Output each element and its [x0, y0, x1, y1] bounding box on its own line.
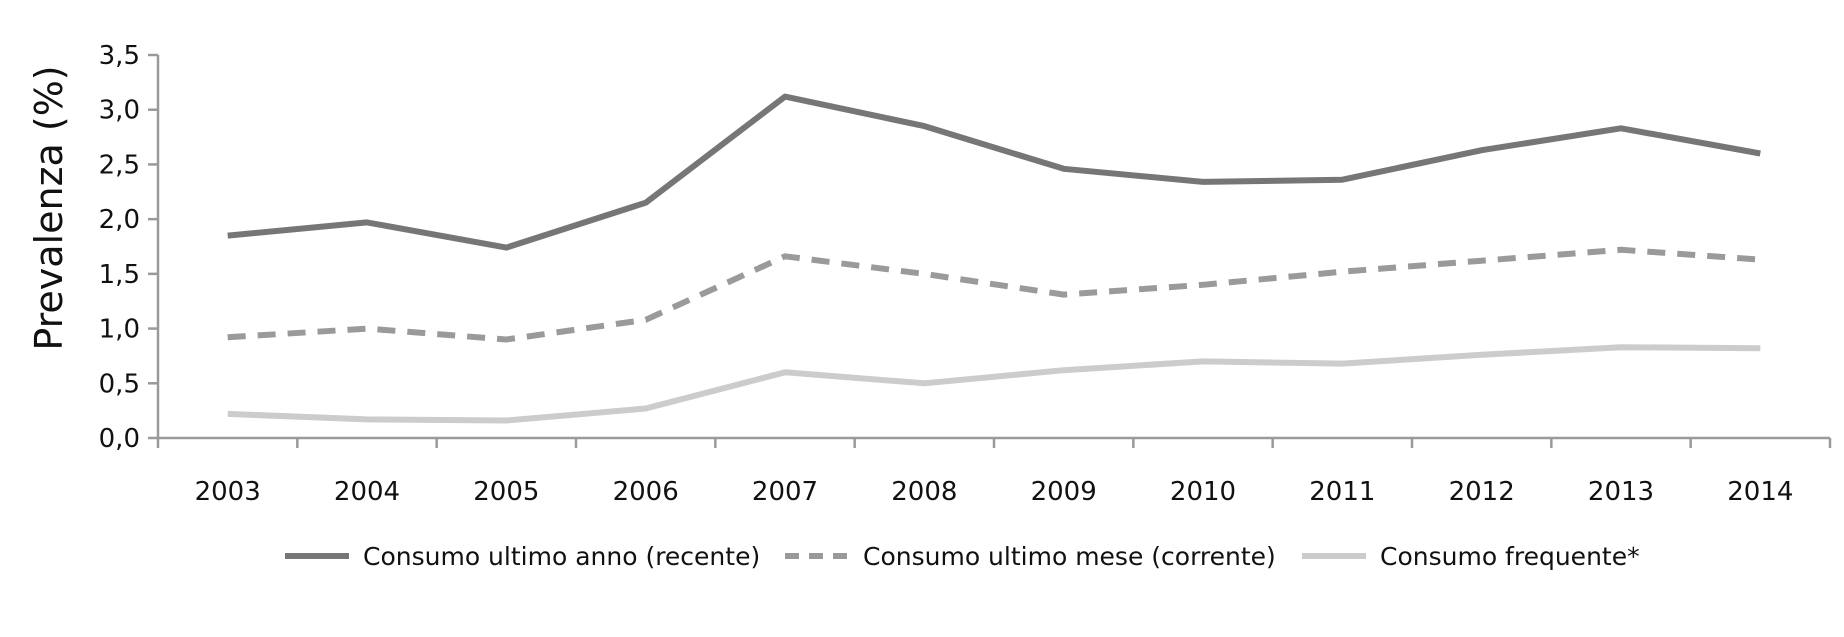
x-tick-label: 2006 — [613, 477, 679, 507]
y-tick-label: 3,0 — [99, 96, 140, 126]
y-ticks: 0,0 0,5 1,0 1,5 2,0 2,5 3,0 3,5 — [99, 41, 158, 454]
y-tick-label: 1,0 — [99, 315, 140, 345]
x-tick-label: 2013 — [1588, 477, 1654, 507]
y-axis-title: Prevalenza (%) — [27, 65, 71, 350]
legend-label-2: Consumo ultimo mese (corrente) — [863, 542, 1276, 571]
y-tick-label: 2,0 — [99, 205, 140, 235]
x-tick-label: 2010 — [1170, 477, 1236, 507]
x-tick-label: 2005 — [473, 477, 539, 507]
x-tick-label: 2009 — [1031, 477, 1097, 507]
x-tick-label: 2012 — [1449, 477, 1515, 507]
legend-label-3: Consumo frequente* — [1380, 542, 1640, 571]
x-ticks: 2003 2004 2005 2006 2007 2008 2009 2010 2011 2012… — [156, 438, 1832, 507]
y-tick-label: 1,5 — [99, 260, 140, 290]
x-tick-label: 2004 — [334, 477, 400, 507]
y-tick-label: 0,5 — [99, 369, 140, 399]
series-lines — [227, 93, 1761, 424]
x-tick-label: 2014 — [1727, 477, 1793, 507]
y-tick-label: 2,5 — [99, 150, 140, 180]
legend-label-1: Consumo ultimo anno (recente) — [363, 542, 760, 571]
series-line-2 — [227, 246, 1761, 343]
x-tick-label: 2003 — [195, 477, 261, 507]
x-tick-label: 2008 — [891, 477, 957, 507]
y-tick-label: 0,0 — [99, 424, 140, 454]
x-tick-label: 2011 — [1309, 477, 1375, 507]
x-tick-label: 2007 — [752, 477, 818, 507]
series-line-3 — [227, 344, 1761, 424]
legend: Consumo ultimo anno (recente) Consumo ult… — [285, 542, 1640, 571]
y-tick-label: 3,5 — [99, 41, 140, 71]
series-line-1 — [227, 93, 1761, 251]
